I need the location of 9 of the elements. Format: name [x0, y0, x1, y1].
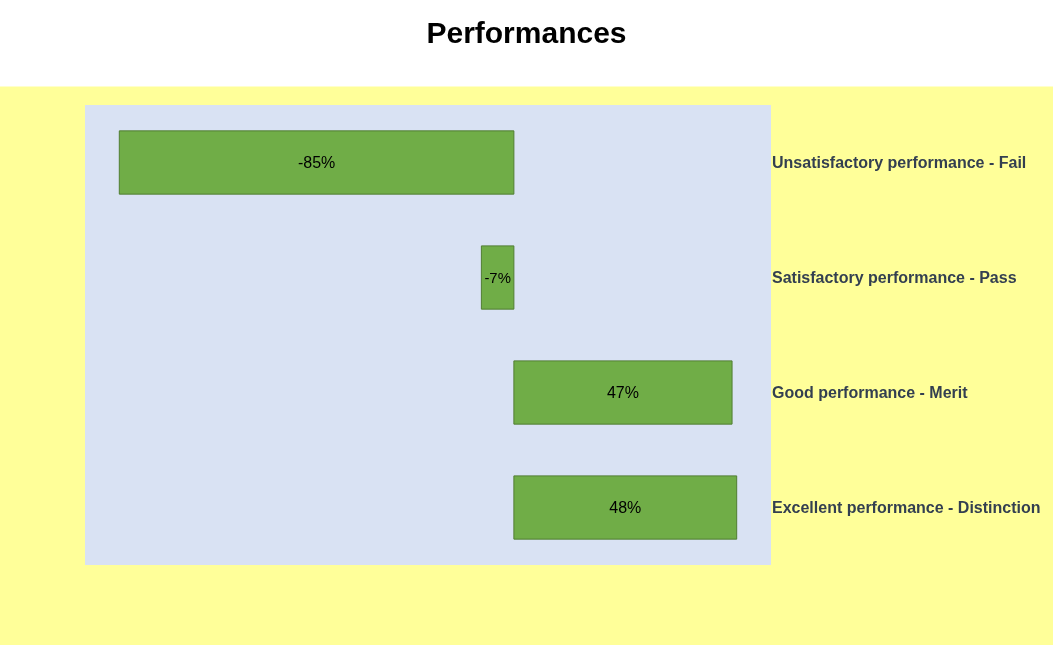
y-tick-label: Excellent performance - Distinction	[772, 499, 1041, 517]
chart-title: Performances	[426, 15, 627, 49]
y-tick-label: Unsatisfactory performance - Fail	[772, 154, 1027, 172]
y-tick-label: Satisfactory performance - Pass	[772, 269, 1017, 287]
data-label: 47%	[606, 384, 639, 402]
data-label: -85%	[297, 154, 336, 171]
data-label: 48%	[609, 499, 642, 517]
y-tick-label: Good performance - Merit	[772, 384, 969, 402]
data-label: -7%	[484, 269, 511, 286]
